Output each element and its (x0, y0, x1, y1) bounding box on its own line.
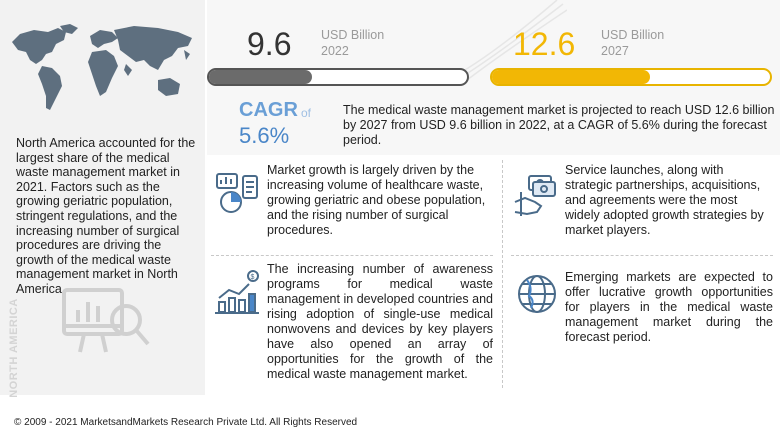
svg-text:$: $ (251, 274, 255, 281)
cagr-of: of (301, 106, 312, 120)
point-awareness: The increasing number of awareness progr… (267, 262, 493, 381)
value-2022-unit: USD Billion (321, 28, 385, 42)
region-label: NORTH AMERICA (8, 297, 20, 398)
region-panel: North America accounted for the largest … (0, 0, 205, 398)
copyright-footer: © 2009 - 2021 MarketsandMarkets Research… (14, 417, 358, 428)
progress-fill-2022 (209, 70, 313, 84)
point-market-growth: Market growth is largely driven by the i… (267, 163, 486, 237)
value-2022-year: 2022 (321, 44, 349, 58)
progress-bar-2022 (207, 68, 469, 86)
growth-chart-icon: $ (215, 270, 259, 314)
world-map-icon (12, 24, 192, 110)
value-2027-unit: USD Billion (601, 28, 665, 42)
divider-right (511, 255, 773, 256)
point-strategies: Service launches, along with strategic p… (565, 163, 764, 237)
globe-icon (518, 275, 556, 313)
market-summary: The medical waste management market is p… (343, 103, 775, 147)
point-emerging-markets: Emerging markets are expected to offer l… (565, 270, 773, 344)
value-2027: 12.6 (513, 26, 576, 62)
infographic-main: 9.6 USD Billion 2022 12.6 USD Billion 20… (207, 0, 780, 395)
analytics-magnifier-icon (62, 288, 150, 353)
cagr-label: CAGR (239, 99, 298, 121)
region-description: North America accounted for the largest … (16, 136, 196, 296)
waste-analysis-icon (216, 173, 258, 213)
value-2027-caption: USD Billion 2027 (601, 27, 664, 59)
progress-bar-2027 (490, 68, 772, 86)
progress-fill-2027 (492, 70, 651, 84)
cagr-value: 5.6% (239, 123, 290, 148)
handshake-money-icon (514, 175, 556, 216)
divider-vertical (502, 160, 503, 388)
value-2022: 9.6 (247, 26, 292, 62)
divider-left (211, 255, 493, 256)
value-2027-year: 2027 (601, 44, 629, 58)
value-2022-caption: USD Billion 2022 (321, 27, 384, 59)
